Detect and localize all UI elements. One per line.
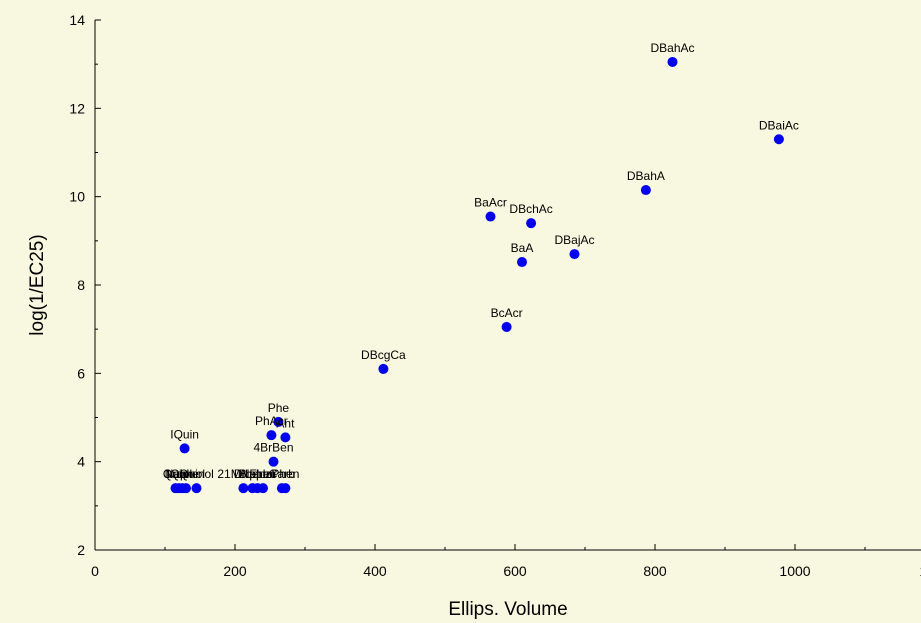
data-point-label: DBaiAc	[759, 118, 799, 132]
data-point	[378, 363, 389, 374]
data-point-label: DBchAc	[509, 202, 552, 216]
data-point	[280, 432, 291, 443]
x-axis-title: Ellips. Volume	[448, 599, 567, 620]
data-point	[501, 321, 512, 332]
data-point-label: Phe	[268, 401, 290, 415]
x-tick-label: 800	[643, 563, 667, 579]
y-tick-label: 6	[77, 365, 85, 381]
data-point	[569, 249, 580, 260]
data-points	[170, 56, 784, 494]
data-point-label: BaA	[511, 241, 534, 255]
data-point	[238, 483, 249, 494]
data-point-label: DBajAc	[554, 233, 594, 247]
data-point-label: 4BrBen	[253, 441, 293, 455]
data-point-label: Quinol	[179, 467, 214, 481]
y-tick-label: 10	[69, 189, 85, 205]
data-point	[517, 257, 527, 268]
data-point	[268, 456, 279, 467]
y-tick-label: 12	[69, 100, 85, 116]
data-point-label: IQuinol	[167, 467, 205, 481]
data-point-label: DBcgCa	[361, 348, 406, 362]
data-point	[280, 483, 291, 494]
data-point-label: Indole	[166, 467, 199, 481]
data-point	[266, 430, 277, 441]
data-point-label: Quin	[163, 467, 188, 481]
x-tick-label: 400	[363, 563, 387, 579]
point-labels: DBahAc DBaiAc DBahA BaAcr DBchAc BaA DBajAc BcA…	[163, 41, 799, 481]
data-point-label: DBahA	[627, 169, 665, 183]
axes	[94, 19, 921, 551]
data-point	[773, 134, 784, 145]
data-point	[181, 483, 191, 494]
data-point-label: BaAcr	[474, 196, 507, 210]
data-point-label: Fluor	[249, 467, 276, 481]
x-tick-label: 1200	[919, 563, 921, 579]
x-tick-label: 200	[223, 563, 247, 579]
data-point	[667, 56, 678, 67]
data-point-label: Phen	[271, 467, 299, 481]
y-tick-label: 4	[77, 454, 85, 470]
data-point-label: Biphen	[239, 467, 276, 481]
data-point-label: PhAcr	[255, 414, 288, 428]
y-tick-label: 2	[77, 542, 85, 558]
data-point	[526, 218, 537, 229]
data-point-label: Ant	[276, 416, 295, 430]
data-point	[258, 483, 268, 494]
y-axis-title: log(1/EC25)	[27, 234, 48, 335]
data-point-label: Carb	[269, 467, 295, 481]
data-point-label: 21MNaph	[217, 467, 269, 481]
data-point	[179, 443, 190, 454]
data-point-label: Naph	[165, 467, 194, 481]
x-tick-label: 1000	[779, 563, 810, 579]
x-tick-label: 600	[503, 563, 527, 579]
data-point-label: BcAcr	[491, 306, 523, 320]
data-point-label: DBahAc	[650, 41, 694, 55]
tick-labels: 0 200 400 600 800 1000 1200 2 4 6 8 10 12 14	[69, 12, 921, 579]
data-point	[191, 483, 202, 494]
data-point	[273, 416, 284, 427]
y-tick-label: 14	[69, 12, 85, 28]
data-point-label: Dibenz	[234, 467, 271, 481]
y-tick-label: 8	[77, 277, 85, 293]
data-point	[485, 211, 496, 222]
data-point-label: IQuin	[170, 427, 199, 441]
data-point	[640, 185, 651, 196]
x-tick-label: 0	[91, 563, 99, 579]
